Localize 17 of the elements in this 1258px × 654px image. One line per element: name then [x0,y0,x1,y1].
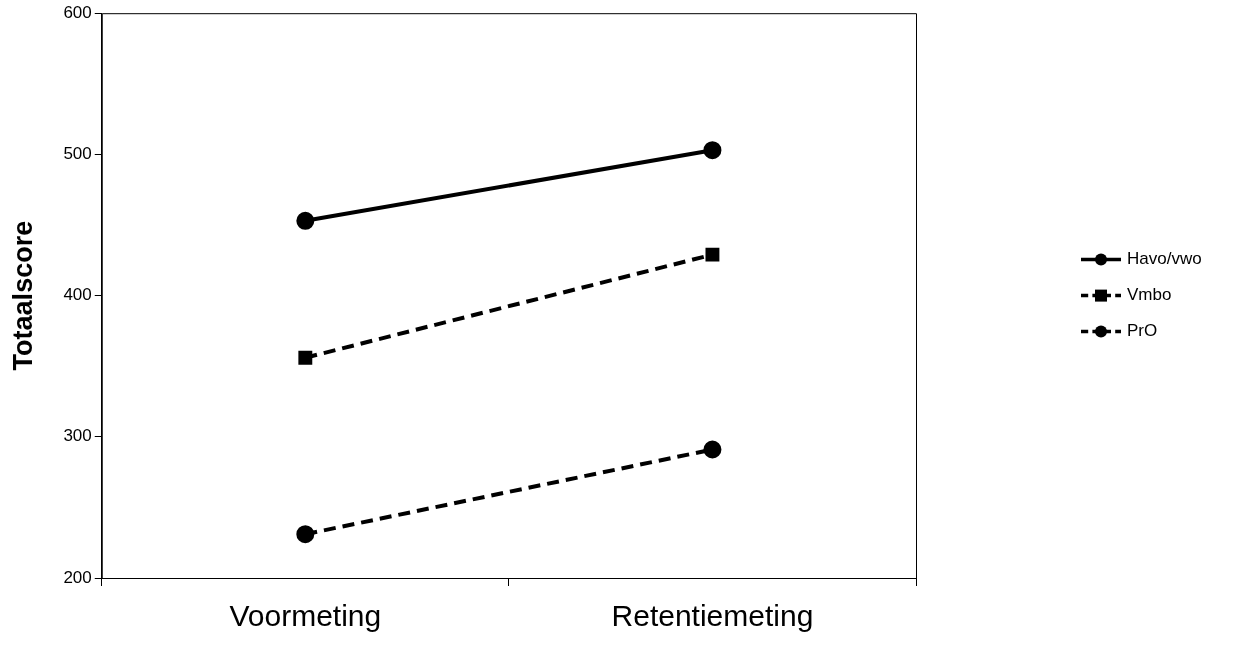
legend-label: PrO [1127,321,1158,341]
y-tick-label: 500 [63,144,92,164]
point [296,525,315,544]
y-axis-title: Totaalscore [7,220,38,371]
point [703,141,722,160]
y-tick-label: 600 [63,2,92,22]
x-tick-label: Retentiemeting [611,599,814,633]
point [703,440,722,459]
legend-label: Vmbo [1127,285,1172,305]
x-tick-label: Voormeting [229,599,382,633]
point [705,247,720,262]
y-tick-label: 200 [63,567,92,587]
y-tick-label: 400 [63,285,92,305]
point [298,350,313,365]
point [296,211,315,230]
y-tick-label: 300 [63,426,92,446]
legend-label: Havo/vwo [1127,249,1202,269]
